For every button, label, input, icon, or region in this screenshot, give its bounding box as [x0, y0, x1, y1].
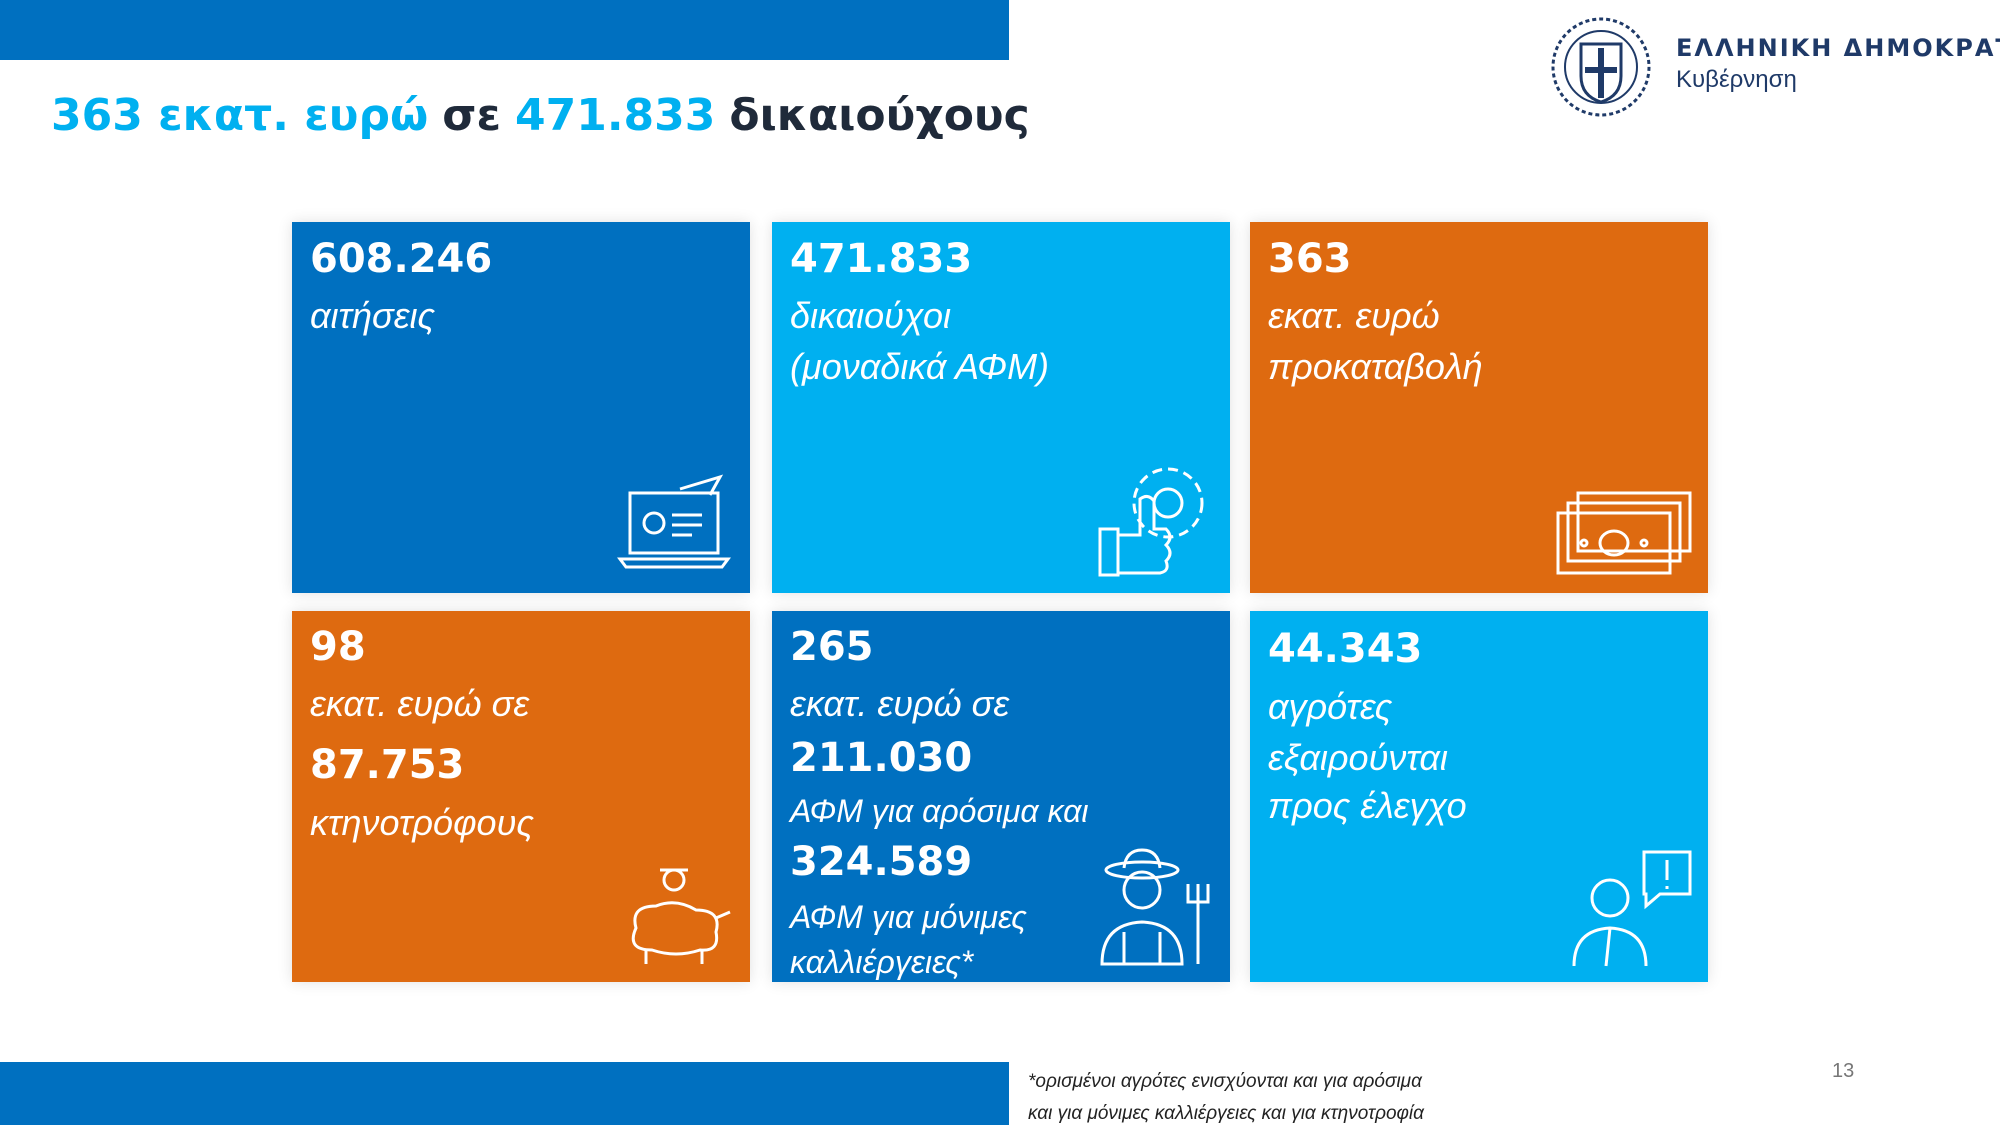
tile-label: προκαταβολή [1268, 346, 1483, 387]
tile-label: εκατ. ευρώ [1268, 295, 1440, 336]
tile-label: ΑΦΜ για μόνιμες [790, 899, 1027, 935]
stat-tile: 98 εκατ. ευρώ σε 87.753 κτηνοτρόφους [292, 611, 750, 982]
tile-number: 324.589 [790, 839, 973, 885]
bottom-bar [0, 1062, 1009, 1125]
stat-tile: 265 εκατ. ευρώ σε 211.030 ΑΦΜ για αρόσιμ… [772, 611, 1230, 982]
stat-tile: 608.246 αιτήσεις [292, 222, 750, 593]
tile-number: 211.030 [790, 735, 973, 781]
top-bar [0, 0, 1009, 60]
tile-number: 265 [790, 624, 874, 670]
tile-label: εκατ. ευρώ σε [310, 683, 530, 724]
money-icon [1556, 491, 1692, 575]
farmer-icon [1100, 848, 1210, 966]
stat-tile: 44.343 αγρότες εξαιρούνται προς έλεγχο [1250, 611, 1708, 982]
tile-label: δικαιούχοι [790, 295, 951, 336]
title-part: 471.833 [514, 90, 716, 141]
stat-tile: 471.833 δικαιούχοι (μοναδικά ΑΦΜ) [772, 222, 1230, 593]
tile-number: 98 [310, 624, 366, 670]
tile-label: (μοναδικά ΑΦΜ) [790, 346, 1050, 387]
tile-label: προς έλεγχο [1268, 785, 1467, 826]
footnote: *ορισμένοι αγρότες ενισχύονται και για α… [1028, 1066, 1424, 1130]
title-part: σε [442, 90, 501, 141]
tile-number: 608.246 [310, 236, 493, 282]
tile-label: ΑΦΜ για αρόσιμα και [790, 793, 1089, 829]
tile-number: 44.343 [1268, 626, 1423, 672]
shepherd-icon [631, 868, 731, 964]
tile-number: 87.753 [310, 742, 465, 788]
title-part: 363 εκατ. ευρώ [51, 90, 429, 141]
tile-label: εκατ. ευρώ σε [790, 683, 1010, 724]
footnote-line: και για μόνιμες καλλιέργειες και για κτη… [1028, 1103, 1424, 1124]
tile-label: κτηνοτρόφους [310, 802, 534, 843]
page-number: 13 [1832, 1060, 1855, 1082]
laptop-icon [617, 474, 731, 569]
title: 363 εκατ. ευρώ σε 471.833 δικαιούχους [51, 90, 1044, 141]
alert-person-icon [1572, 850, 1692, 967]
gear-hand-icon [1098, 467, 1204, 577]
tile-number: 363 [1268, 236, 1352, 282]
tile-label: αιτήσεις [310, 295, 436, 336]
emblem [1551, 17, 1651, 117]
tile-number: 471.833 [790, 236, 973, 282]
stat-tile: 363 εκατ. ευρώ προκαταβολή [1250, 222, 1708, 593]
footnote-line: *ορισμένοι αγρότες ενισχύονται και για α… [1028, 1071, 1422, 1092]
logo-line2: Κυβέρνηση [1676, 66, 1797, 93]
title-part: δικαιούχους [729, 90, 1030, 141]
logo-line1: ΕΛΛΗΝΙΚΗ ΔΗΜΟΚΡΑΤΙΑ [1676, 34, 2000, 62]
tile-label: καλλιέργειες* [790, 944, 974, 980]
tile-label: εξαιρούνται [1268, 737, 1448, 778]
tile-label: αγρότες [1268, 686, 1393, 727]
